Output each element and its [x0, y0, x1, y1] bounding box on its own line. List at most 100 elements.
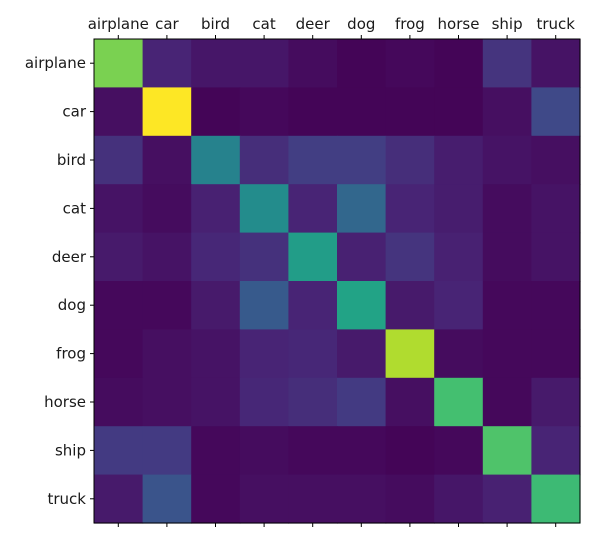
- heatmap-cell-bird-car: [142, 135, 192, 185]
- heatmap-cell-truck-ship: [482, 474, 532, 524]
- heatmap-cell-deer-ship: [482, 232, 532, 282]
- x-tick-label-ship: ship: [492, 15, 523, 33]
- heatmap-cell-cat-dog: [337, 184, 387, 234]
- heatmap-cell-horse-bird: [191, 377, 241, 427]
- heatmap-cell-ship-airplane: [94, 426, 144, 476]
- heatmap-cell-ship-bird: [191, 426, 241, 476]
- heatmap-cell-dog-frog: [385, 281, 435, 330]
- heatmap-cell-car-cat: [239, 87, 289, 137]
- y-tick-label-truck: truck: [48, 490, 87, 508]
- heatmap-cell-frog-ship: [482, 329, 532, 379]
- y-tick-label-deer: deer: [52, 248, 87, 266]
- heatmap-cell-truck-frog: [385, 474, 435, 524]
- heatmap-cell-frog-frog: [385, 329, 435, 379]
- heatmap-cell-ship-ship: [482, 426, 532, 476]
- heatmap-cell-airplane-car: [142, 39, 192, 88]
- heatmap-cell-horse-ship: [482, 377, 532, 427]
- x-tick-label-horse: horse: [438, 15, 480, 33]
- heatmap-cell-bird-deer: [288, 135, 338, 185]
- heatmap-cell-frog-car: [142, 329, 192, 379]
- heatmap-cell-frog-bird: [191, 329, 241, 379]
- heatmap-cell-car-dog: [337, 87, 387, 137]
- heatmap-cell-cat-car: [142, 184, 192, 234]
- heatmap-cell-frog-horse: [434, 329, 484, 379]
- heatmap-cell-car-car: [142, 87, 192, 137]
- heatmap-cell-cat-frog: [385, 184, 435, 234]
- heatmap-cell-bird-truck: [531, 135, 581, 185]
- heatmap-cell-car-airplane: [94, 87, 144, 137]
- heatmap-cell-car-bird: [191, 87, 241, 137]
- heatmap-cell-horse-frog: [385, 377, 435, 427]
- heatmap-cell-bird-bird: [191, 135, 241, 185]
- x-tick-label-dog: dog: [347, 15, 375, 33]
- heatmap-cell-dog-cat: [239, 281, 289, 330]
- heatmap-cell-ship-car: [142, 426, 192, 476]
- heatmap-cell-ship-dog: [337, 426, 387, 476]
- heatmap-cell-airplane-truck: [531, 39, 581, 88]
- heatmap-cell-cat-ship: [482, 184, 532, 234]
- heatmap-cell-deer-deer: [288, 232, 338, 282]
- heatmap-cell-frog-airplane: [94, 329, 144, 379]
- heatmap-cell-frog-truck: [531, 329, 581, 379]
- heatmap-cell-cat-truck: [531, 184, 581, 234]
- y-tick-label-dog: dog: [58, 296, 86, 314]
- heatmap-cell-deer-frog: [385, 232, 435, 282]
- heatmap-cell-horse-dog: [337, 377, 387, 427]
- plot-frame: [93, 38, 581, 524]
- heatmap-cell-ship-frog: [385, 426, 435, 476]
- heatmap-cell-deer-horse: [434, 232, 484, 282]
- heatmap-cell-truck-deer: [288, 474, 338, 524]
- heatmap-cell-car-deer: [288, 87, 338, 137]
- heatmap-cell-cat-horse: [434, 184, 484, 234]
- x-tick-label-bird: bird: [201, 15, 230, 33]
- heatmap-cell-cat-bird: [191, 184, 241, 234]
- heatmap-cell-frog-cat: [239, 329, 289, 379]
- heatmap-cell-dog-truck: [531, 281, 581, 330]
- heatmap-cell-frog-deer: [288, 329, 338, 379]
- heatmap-cell-airplane-frog: [385, 39, 435, 88]
- heatmap-cell-dog-airplane: [94, 281, 144, 330]
- heatmap-cell-horse-car: [142, 377, 192, 427]
- x-tick-label-frog: frog: [395, 15, 425, 33]
- heatmap-cell-airplane-airplane: [94, 39, 144, 88]
- heatmap-cell-dog-bird: [191, 281, 241, 330]
- heatmap-cell-truck-cat: [239, 474, 289, 524]
- heatmap-cell-ship-horse: [434, 426, 484, 476]
- y-tick-label-airplane: airplane: [25, 54, 86, 72]
- heatmap-cell-horse-truck: [531, 377, 581, 427]
- heatmap-cell-dog-horse: [434, 281, 484, 330]
- heatmap-cell-dog-car: [142, 281, 192, 330]
- heatmap-cell-dog-deer: [288, 281, 338, 330]
- heatmap-cell-cat-deer: [288, 184, 338, 234]
- heatmap-cell-horse-cat: [239, 377, 289, 427]
- heatmap-cell-cat-airplane: [94, 184, 144, 234]
- heatmap-cell-airplane-dog: [337, 39, 387, 88]
- heatmap-cell-deer-cat: [239, 232, 289, 282]
- x-tick-label-airplane: airplane: [88, 15, 149, 33]
- heatmap-cell-airplane-cat: [239, 39, 289, 88]
- heatmap-cell-frog-dog: [337, 329, 387, 379]
- heatmap-cell-deer-dog: [337, 232, 387, 282]
- y-tick-label-ship: ship: [55, 441, 86, 459]
- heatmap-cell-truck-dog: [337, 474, 387, 524]
- heatmap-cell-airplane-horse: [434, 39, 484, 88]
- heatmap-cell-car-horse: [434, 87, 484, 137]
- heatmap-cell-car-truck: [531, 87, 581, 137]
- heatmap-cell-horse-horse: [434, 377, 484, 427]
- heatmap-cell-bird-dog: [337, 135, 387, 185]
- heatmap-cell-bird-cat: [239, 135, 289, 185]
- heatmap-cell-deer-car: [142, 232, 192, 282]
- heatmap-cell-deer-truck: [531, 232, 581, 282]
- x-axis-ticks: airplane car bird cat deer dog frog horse ship tr…: [88, 15, 575, 527]
- heatmap-cell-bird-ship: [482, 135, 532, 185]
- heatmap-cell-car-ship: [482, 87, 532, 137]
- heatmap-cell-airplane-deer: [288, 39, 338, 88]
- heatmap-cell-truck-car: [142, 474, 192, 524]
- heatmap-cell-bird-horse: [434, 135, 484, 185]
- x-tick-label-cat: cat: [252, 15, 275, 33]
- heatmap-cell-horse-airplane: [94, 377, 144, 427]
- heatmap-cell-horse-deer: [288, 377, 338, 427]
- y-tick-label-frog: frog: [56, 345, 86, 363]
- heatmap-cell-dog-ship: [482, 281, 532, 330]
- x-tick-label-truck: truck: [536, 15, 575, 33]
